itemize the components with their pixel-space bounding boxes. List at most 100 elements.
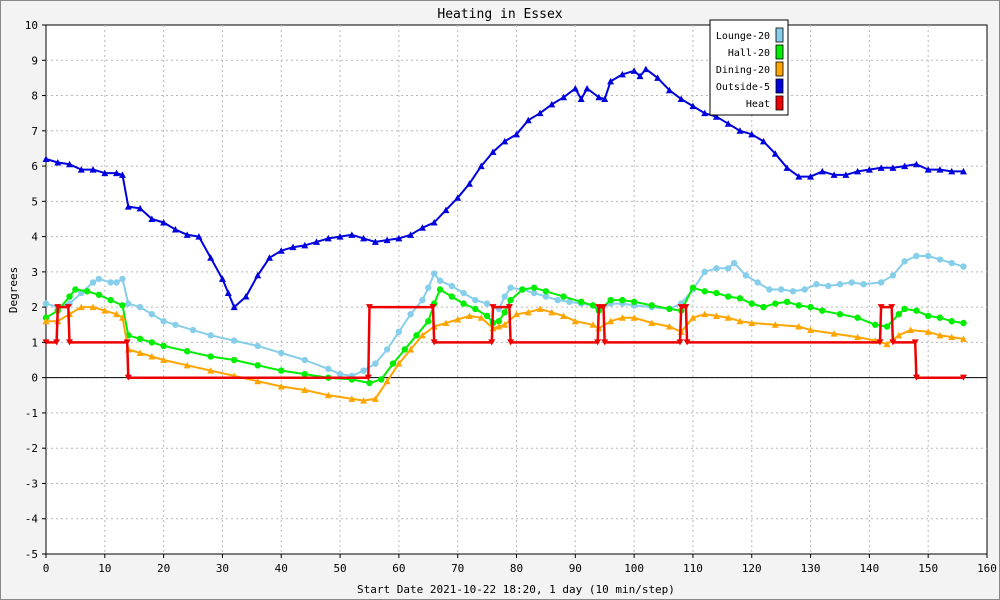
data-point-hall-20 — [425, 318, 432, 325]
y-tick-label: 9 — [31, 54, 38, 67]
y-tick-label: 3 — [31, 266, 38, 279]
data-point-hall-20 — [648, 302, 655, 309]
data-point-heat — [683, 339, 691, 346]
data-point-dining-20 — [895, 331, 903, 339]
x-tick-label: 70 — [451, 562, 464, 575]
data-point-heat — [676, 339, 684, 346]
data-point-dining-20 — [101, 307, 109, 314]
data-point-hall-20 — [448, 293, 456, 300]
data-point-outside-5 — [642, 65, 650, 73]
data-point-lounge-20 — [407, 310, 414, 318]
data-point-outside-5 — [171, 226, 179, 233]
data-point-dining-20 — [854, 333, 862, 341]
series-heat — [42, 304, 967, 381]
data-point-dining-20 — [795, 323, 803, 330]
data-point-hall-20 — [107, 296, 114, 304]
data-point-lounge-20 — [278, 349, 285, 357]
data-point-outside-5 — [477, 162, 485, 170]
data-point-lounge-20 — [460, 289, 467, 297]
data-point-dining-20 — [513, 310, 520, 318]
data-point-outside-5 — [395, 234, 403, 242]
data-point-outside-5 — [783, 164, 791, 171]
data-point-outside-5 — [830, 171, 838, 178]
data-point-dining-20 — [560, 312, 568, 319]
data-point-outside-5 — [583, 84, 591, 92]
data-point-outside-5 — [818, 167, 826, 175]
data-point-dining-20 — [207, 367, 215, 374]
data-point-lounge-20 — [301, 356, 308, 364]
data-point-outside-5 — [265, 254, 273, 261]
data-point-hall-20 — [136, 335, 144, 343]
data-point-lounge-20 — [730, 259, 738, 267]
data-point-lounge-20 — [336, 370, 344, 378]
data-point-lounge-20 — [889, 272, 897, 279]
y-tick-label: 1 — [31, 336, 38, 349]
series-lounge-20 — [42, 252, 967, 380]
x-tick-labels: 0 10 20 30 40 50 60 70 80 90 100 110 120 130 140 150 160 — [43, 554, 997, 575]
x-tick-label: 150 — [918, 562, 938, 575]
data-point-hall-20 — [772, 300, 779, 307]
data-point-outside-5 — [607, 77, 615, 85]
data-point-lounge-20 — [836, 281, 844, 288]
data-point-lounge-20 — [448, 282, 456, 290]
data-point-lounge-20 — [566, 298, 573, 306]
data-point-outside-5 — [536, 109, 544, 117]
data-point-heat — [594, 339, 602, 346]
data-point-hall-20 — [819, 307, 826, 314]
data-point-dining-20 — [501, 321, 509, 328]
y-tick-label: -1 — [25, 407, 38, 420]
data-point-lounge-20 — [160, 318, 167, 325]
data-point-hall-20 — [519, 286, 526, 293]
data-point-lounge-20 — [766, 286, 773, 293]
data-point-dining-20 — [907, 326, 915, 334]
data-point-outside-5 — [136, 204, 144, 212]
data-point-dining-20 — [477, 314, 485, 321]
data-point-hall-20 — [148, 339, 156, 346]
data-point-lounge-20 — [713, 265, 720, 272]
data-point-hall-20 — [495, 318, 503, 325]
data-point-dining-20 — [442, 319, 450, 327]
x-tick-label: 90 — [569, 562, 582, 575]
data-point-lounge-20 — [372, 360, 379, 367]
data-point-heat — [430, 339, 438, 346]
data-point-outside-5 — [118, 171, 126, 178]
x-tick-label: 40 — [275, 562, 288, 575]
data-point-hall-20 — [436, 286, 444, 293]
data-point-lounge-20 — [360, 367, 367, 374]
data-point-outside-5 — [77, 166, 85, 173]
data-point-lounge-20 — [207, 332, 214, 339]
data-point-hall-20 — [254, 362, 261, 369]
data-point-outside-5 — [430, 218, 438, 226]
x-tick-label: 100 — [624, 562, 644, 575]
data-point-lounge-20 — [383, 346, 391, 353]
data-point-lounge-20 — [701, 268, 708, 276]
data-point-outside-5 — [595, 93, 603, 101]
data-point-hall-20 — [913, 307, 920, 314]
data-point-dining-20 — [407, 345, 415, 353]
data-point-dining-20 — [148, 353, 156, 360]
data-point-outside-5 — [548, 100, 556, 108]
data-point-outside-5 — [630, 67, 638, 74]
data-point-hall-20 — [460, 300, 467, 307]
series-outside-5 — [42, 65, 967, 311]
data-point-dining-20 — [959, 335, 967, 342]
data-point-hall-20 — [725, 293, 732, 300]
data-point-dining-20 — [118, 314, 126, 321]
y-tick-label: 8 — [31, 90, 38, 103]
data-point-outside-5 — [760, 137, 768, 145]
data-point-heat — [912, 374, 920, 381]
data-point-hall-20 — [507, 296, 514, 304]
data-point-outside-5 — [724, 120, 732, 127]
legend-label: Hall-20 — [728, 48, 770, 59]
data-point-outside-5 — [442, 206, 450, 214]
data-point-dining-20 — [936, 331, 944, 339]
y-tick-labels: -5 -4 -3 -2 -1 0 1 2 3 4 5 6 7 8 9 10 — [25, 19, 46, 561]
data-point-outside-5 — [736, 127, 744, 134]
data-point-heat — [123, 339, 131, 346]
data-point-lounge-20 — [554, 296, 561, 304]
data-point-outside-5 — [183, 231, 191, 238]
legend-swatch — [775, 44, 784, 60]
data-point-hall-20 — [872, 321, 879, 328]
legend-label: Dining-20 — [716, 65, 770, 76]
data-point-dining-20 — [712, 312, 720, 319]
